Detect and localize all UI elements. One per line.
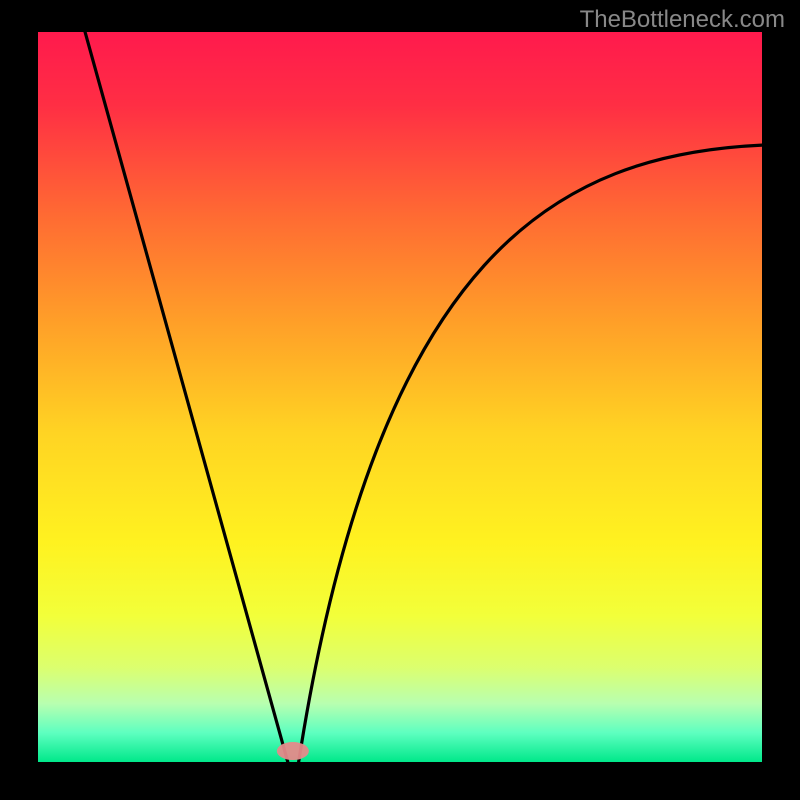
watermark-text: TheBottleneck.com: [580, 6, 785, 34]
minimum-marker: [277, 742, 309, 760]
chart-container: TheBottleneck.com: [0, 0, 800, 800]
bottleneck-chart: [38, 32, 762, 762]
